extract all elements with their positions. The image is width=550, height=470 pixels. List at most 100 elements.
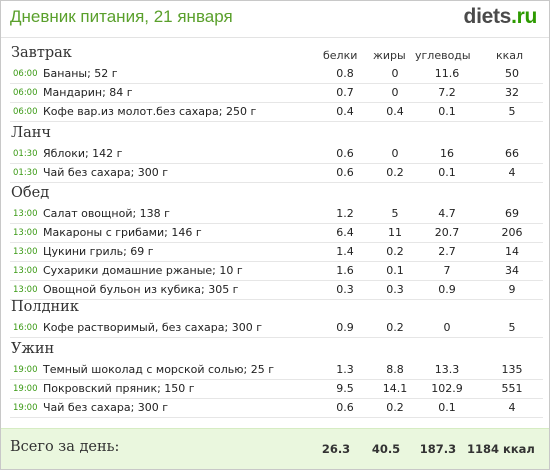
logo-text-domain: .ru [511,5,537,28]
entry-time: 06:00 [13,88,38,98]
protein-value: 0.6 [336,147,354,160]
carbs-value: 0.1 [438,401,456,414]
header-divider [1,37,549,38]
carbs-value: 11.6 [434,67,460,80]
kcal-value: 66 [505,147,519,160]
column-header-kcal: ккал [496,49,524,62]
column-header-protein: белки [323,49,358,62]
fat-value: 0.4 [386,105,404,118]
totals-label: Всего за день: [10,439,120,455]
food-row[interactable]: 13:00 Сухарики домашние ржаные; 10 г 1.6 0.… [10,262,543,281]
entry-time: 06:00 [13,69,38,79]
protein-value: 1.4 [336,245,354,258]
fat-value: 0 [391,147,399,160]
total-kcal: 1184 ккал [467,442,535,456]
header: Дневник питания, 21 января diets.ru [1,1,549,37]
food-row[interactable]: 01:30 Чай без сахара; 300 г 0.6 0.2 0.1 4 [10,164,543,183]
food-row[interactable]: 06:00 Кофе вар.из молот.без сахара; 250 г… [10,103,543,122]
food-row[interactable]: 13:00 Макароны с грибами; 146 г 6.4 11 20.7 2… [10,224,543,243]
food-name: Чай без сахара; 300 г [43,166,169,179]
entry-time: 13:00 [13,228,38,238]
carbs-value: 13.3 [434,363,460,376]
food-row[interactable]: 19:00 Покровский пряник; 150 г 9.5 14.1 102.… [10,380,543,399]
kcal-value: 14 [505,245,519,258]
meal-title: Ланч [11,125,51,141]
protein-value: 1.2 [336,207,354,220]
entry-time: 16:00 [13,323,38,333]
food-name: Мандарин; 84 г [43,86,133,99]
entry-time: 19:00 [13,403,38,413]
food-row[interactable]: 13:00 Овощной бульон из кубика; 305 г 0.3 0… [10,281,543,300]
protein-value: 0.4 [336,105,354,118]
food-row[interactable]: 19:00 Темный шоколад с морской солью; 25 … [10,361,543,380]
food-name: Бананы; 52 г [43,67,118,80]
logo-text-main: diets [463,5,512,28]
fat-value: 11 [388,226,402,239]
protein-value: 0.9 [336,321,354,334]
meal-title: Завтрак [11,45,72,61]
carbs-value: 0.1 [438,105,456,118]
protein-value: 0.7 [336,86,354,99]
food-row[interactable]: 06:00 Бананы; 52 г 0.8 0 11.6 50 [10,65,543,84]
fat-value: 14.1 [382,382,408,395]
food-row[interactable]: 01:30 Яблоки; 142 г 0.6 0 16 66 [10,145,543,164]
kcal-value: 9 [508,283,516,296]
food-name: Кофе растворимый, без сахара; 300 г [43,321,262,334]
entry-time: 06:00 [13,107,38,117]
kcal-value: 34 [505,264,519,277]
carbs-value: 2.7 [438,245,456,258]
food-row[interactable]: 16:00 Кофе растворимый, без сахара; 300 г… [10,319,543,338]
fat-value: 0.1 [386,264,404,277]
fat-value: 0 [391,86,399,99]
fat-value: 0.2 [386,321,404,334]
fat-value: 8.8 [386,363,404,376]
protein-value: 1.6 [336,264,354,277]
protein-value: 0.6 [336,166,354,179]
entry-time: 19:00 [13,384,38,394]
column-header-carbs: углеводы [415,49,471,62]
food-name: Салат овощной; 138 г [43,207,170,220]
site-logo[interactable]: diets.ru [463,5,538,29]
meal-title: Полдник [11,299,79,315]
total-carbs: 187.3 [419,442,457,456]
food-row[interactable]: 06:00 Мандарин; 84 г 0.7 0 7.2 32 [10,84,543,103]
food-row[interactable]: 13:00 Цукини гриль; 69 г 1.4 0.2 2.7 14 [10,243,543,262]
total-fat: 40.5 [371,442,401,456]
food-name: Овощной бульон из кубика; 305 г [43,283,239,296]
food-name: Яблоки; 142 г [43,147,123,160]
entry-time: 13:00 [13,247,38,257]
kcal-value: 32 [505,86,519,99]
fat-value: 0.2 [386,245,404,258]
meal-title: Обед [11,185,50,201]
food-name: Кофе вар.из молот.без сахара; 250 г [43,105,257,118]
food-name: Сухарики домашние ржаные; 10 г [43,264,243,277]
entry-time: 01:30 [13,149,38,159]
entry-time: 19:00 [13,365,38,375]
fat-value: 0.2 [386,401,404,414]
kcal-value: 5 [508,321,516,334]
food-name: Темный шоколад с морской солью; 25 г [43,363,274,376]
fat-value: 0.2 [386,166,404,179]
entry-time: 13:00 [13,285,38,295]
food-row[interactable]: 13:00 Салат овощной; 138 г 1.2 5 4.7 69 [10,205,543,224]
kcal-value: 551 [501,382,523,395]
kcal-value: 206 [501,226,523,239]
protein-value: 1.3 [336,363,354,376]
kcal-value: 5 [508,105,516,118]
food-row[interactable]: 19:00 Чай без сахара; 300 г 0.6 0.2 0.1 4 [10,399,543,418]
carbs-value: 7 [443,264,451,277]
carbs-value: 0 [443,321,451,334]
meal-title: Ужин [11,341,55,357]
protein-value: 0.6 [336,401,354,414]
carbs-value: 20.7 [434,226,460,239]
kcal-value: 50 [505,67,519,80]
kcal-value: 69 [505,207,519,220]
page-title: Дневник питания, 21 января [10,7,233,26]
food-name: Покровский пряник; 150 г [43,382,195,395]
fat-value: 5 [391,207,399,220]
kcal-value: 4 [508,166,516,179]
column-header-fat: жиры [373,49,406,62]
carbs-value: 16 [440,147,454,160]
kcal-value: 135 [501,363,523,376]
